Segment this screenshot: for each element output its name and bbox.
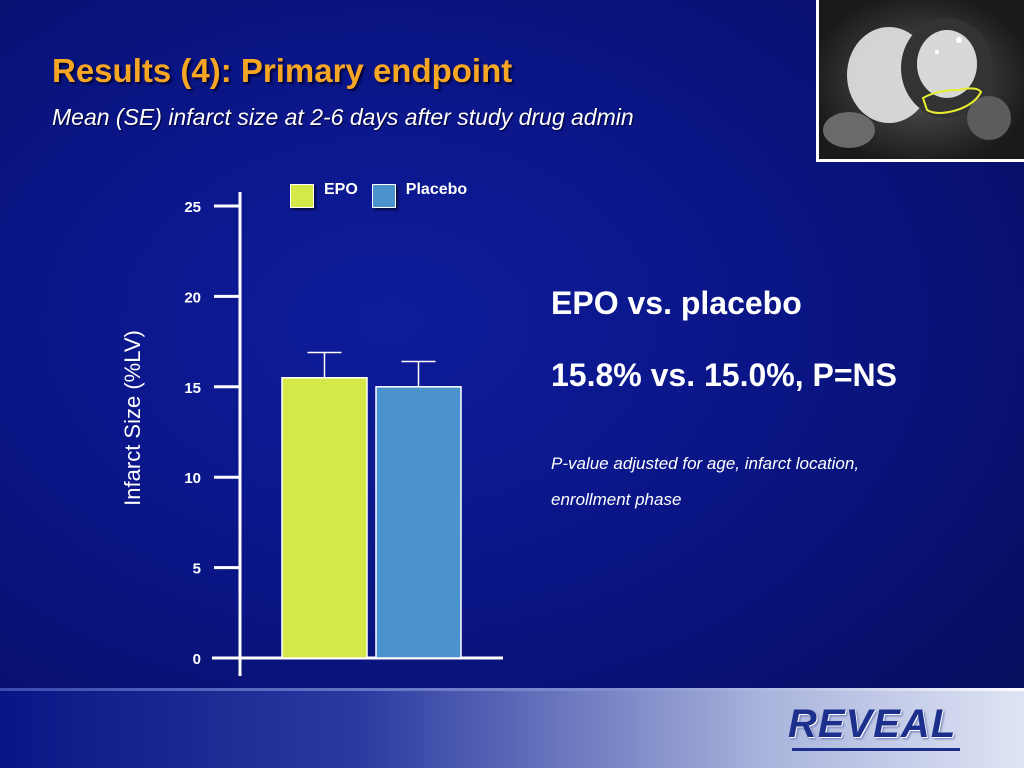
y-tick-label-5: 5 xyxy=(193,561,201,578)
comparison-heading: EPO vs. placebo xyxy=(551,285,802,321)
logo-underline xyxy=(792,748,960,751)
slide-subtitle: Mean (SE) infarct size at 2-6 days after… xyxy=(52,104,634,130)
legend-swatch-epo xyxy=(290,184,314,208)
y-tick-label-0: 0 xyxy=(193,651,201,668)
legend-swatch-placebo xyxy=(371,184,396,208)
chart-legend: EPO Placebo xyxy=(290,181,481,208)
legend-label-epo: EPO xyxy=(324,181,358,198)
p-value-note: P-value adjusted for age, infarct locati… xyxy=(551,454,860,509)
cardiac-mri-image xyxy=(816,0,1024,162)
mri-scan-graphic xyxy=(819,0,1024,159)
legend-item-epo: EPO xyxy=(290,181,358,208)
y-tick-label-25: 25 xyxy=(184,199,201,216)
bar-placebo xyxy=(375,386,462,659)
y-tick-label-10: 10 xyxy=(184,470,201,487)
comparison-result: 15.8% vs. 15.0%, P=NS xyxy=(551,357,897,393)
footer-band xyxy=(0,688,1024,768)
bar-chart: 0 5 10 15 20 25 xyxy=(184,192,503,676)
bar-epo xyxy=(281,377,368,659)
y-tick-label-20: 20 xyxy=(184,289,201,306)
y-tick-label-15: 15 xyxy=(184,380,201,397)
slide-title: Results (4): Primary endpoint xyxy=(52,52,513,89)
reveal-logo: REVEAL xyxy=(788,702,957,746)
legend-label-placebo: Placebo xyxy=(405,181,468,198)
legend-item-placebo: Placebo xyxy=(371,181,468,208)
footer-divider xyxy=(0,688,1024,691)
